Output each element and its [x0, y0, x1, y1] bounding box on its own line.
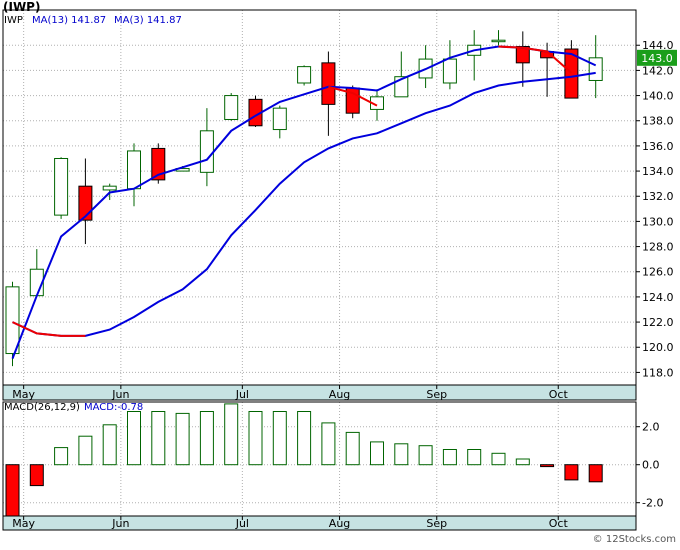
- macd-bar-19: [467, 449, 482, 466]
- candle-body-8: [199, 130, 214, 173]
- right-axis-area: [636, 0, 680, 546]
- ma3-segment-2: [498, 45, 573, 74]
- candle-body-18: [442, 58, 457, 84]
- macd-xtick-label-1: Jun: [111, 517, 129, 530]
- price-ytick-label-4: 126.0: [642, 266, 674, 279]
- macd-bar-1: [29, 464, 44, 487]
- price-ytick-label-13: 144.0: [642, 39, 674, 52]
- macd-ytick-label-2: -2.0: [642, 497, 663, 510]
- candle-body-11: [272, 107, 287, 131]
- macd-xtick-label-2: Jul: [235, 517, 249, 530]
- macd-xtick-label-4: Sep: [426, 517, 447, 530]
- price-ytick-label-10: 138.0: [642, 115, 674, 128]
- price-ytick-label-11: 140.0: [642, 90, 674, 103]
- macd-bar-7: [175, 412, 190, 466]
- macd-xaxis-strip: [3, 516, 636, 530]
- chart-title: (IWP): [3, 0, 41, 14]
- legend-symbol: IWP: [4, 15, 23, 26]
- macd-xtick-label-3: Aug: [329, 517, 350, 530]
- macd-ytick-label-1: 0.0: [642, 459, 660, 472]
- price-ytick-label-9: 136.0: [642, 140, 674, 153]
- macd-xtick-label-0: May: [12, 517, 35, 530]
- price-panel-border: [2, 9, 637, 401]
- macd-legend-label: MACD(26,12,9): [4, 402, 80, 413]
- macd-bar-0: [5, 464, 20, 517]
- candle-body-9: [224, 95, 239, 120]
- price-ytick-label-3: 124.0: [642, 291, 674, 304]
- candle-body-5: [127, 150, 141, 190]
- price-xaxis-strip: [3, 385, 636, 400]
- macd-bar-22: [540, 464, 555, 468]
- candle-body-0: [5, 286, 20, 355]
- price-ytick-label-7: 132.0: [642, 190, 674, 203]
- ma-slow-line: [12, 71, 596, 337]
- price-xtick-label-5: Oct: [549, 388, 569, 401]
- price-ytick-label-6: 130.0: [642, 215, 674, 228]
- macd-ytick-label-0: 2.0: [642, 421, 660, 434]
- candle-body-21: [515, 45, 530, 64]
- macd-panel-border: [2, 401, 637, 531]
- candle-body-4: [102, 185, 117, 191]
- macd-bar-6: [151, 411, 166, 466]
- price-ytick-label-12: 142.0: [642, 64, 674, 77]
- price-xtick-label-0: May: [12, 388, 35, 401]
- macd-bar-20: [491, 452, 506, 466]
- macd-bar-18: [442, 449, 457, 466]
- price-ytick-label-0: 118.0: [642, 366, 674, 379]
- ma13-line: [11, 45, 597, 359]
- macd-bar-15: [370, 441, 384, 466]
- macd-bar-23: [564, 464, 579, 481]
- macd-bar-5: [127, 411, 141, 466]
- price-ytick-label-2: 122.0: [642, 316, 674, 329]
- candle-body-24: [588, 57, 603, 81]
- macd-bar-17: [418, 445, 433, 466]
- candle-body-12: [297, 66, 312, 84]
- price-ytick-label-8: 134.0: [642, 165, 674, 178]
- legend-ma3: MA(3) 141.87: [114, 15, 182, 26]
- candle-body-6: [151, 147, 166, 181]
- macd-bar-9: [224, 403, 239, 466]
- price-xtick-label-2: Jul: [235, 388, 249, 401]
- macd-bar-10: [248, 411, 263, 466]
- last-price-badge: [637, 49, 677, 66]
- macd-bar-8: [199, 411, 214, 466]
- macd-bar-14: [345, 431, 360, 466]
- watermark: © 12Stocks.com: [592, 534, 676, 545]
- legend-ma13: MA(13) 141.87: [32, 15, 107, 26]
- candle-body-23: [564, 48, 579, 99]
- candle-body-20: [491, 39, 506, 43]
- candle-body-13: [321, 62, 336, 105]
- macd-bar-24: [588, 464, 603, 483]
- macd-bar-4: [102, 424, 117, 466]
- price-xtick-label-1: Jun: [111, 388, 129, 401]
- ma3-segment-0: [12, 321, 86, 337]
- macd-bar-16: [394, 443, 409, 466]
- candle-body-2: [54, 157, 69, 216]
- macd-xtick-label-5: Oct: [549, 517, 569, 530]
- price-xtick-label-3: Aug: [329, 388, 350, 401]
- macd-legend-value: MACD:-0.78: [84, 402, 144, 413]
- macd-bar-12: [297, 411, 312, 466]
- macd-bar-13: [321, 422, 336, 466]
- price-ytick-label-5: 128.0: [642, 241, 674, 254]
- price-xtick-label-4: Sep: [426, 388, 447, 401]
- candle-body-3: [78, 185, 93, 221]
- macd-bar-21: [515, 458, 530, 466]
- macd-bar-3: [78, 435, 93, 466]
- macd-bar-2: [54, 447, 69, 466]
- price-ytick-label-1: 120.0: [642, 341, 674, 354]
- ma3-segment-1: [328, 85, 378, 107]
- last-price-label: 143.0: [641, 52, 673, 65]
- macd-bar-11: [272, 411, 287, 466]
